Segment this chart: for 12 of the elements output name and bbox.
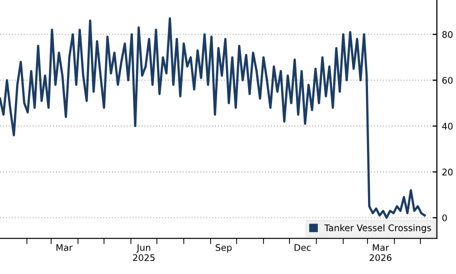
x-tick-label: Dec xyxy=(294,244,311,251)
y-tick-label: 80 xyxy=(442,31,453,38)
y-tick-label: 60 xyxy=(442,76,453,84)
legend-label: Tanker Vessel Crossings xyxy=(324,224,431,233)
x-tick-label: Mar 2026 xyxy=(370,244,392,262)
x-tick-label: Mar xyxy=(56,244,73,251)
y-tick-label: 20 xyxy=(442,168,453,176)
x-tick-label: Jun 2025 xyxy=(133,244,155,262)
y-tick-label: 40 xyxy=(442,122,453,130)
x-tick-label: Sep xyxy=(216,244,232,253)
line-series xyxy=(0,17,426,219)
y-tick-label: 0 xyxy=(442,214,447,222)
